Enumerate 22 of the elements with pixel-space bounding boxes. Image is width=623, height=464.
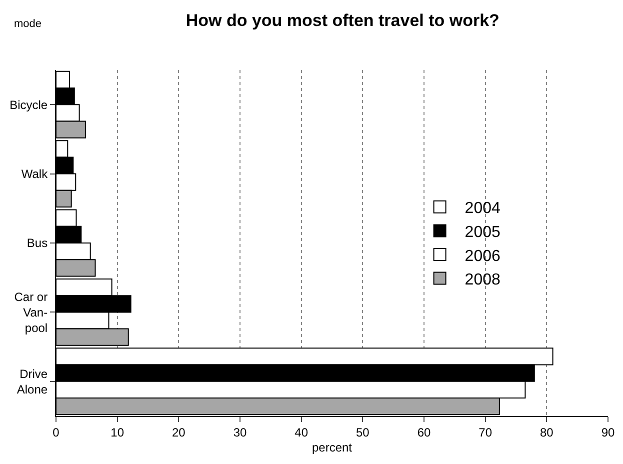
x-tick-label: 40 — [294, 425, 308, 440]
x-tick-label: 90 — [601, 425, 615, 440]
x-tick-label: 70 — [478, 425, 492, 440]
chart-title: How do you most often travel to work? — [186, 10, 500, 30]
y-tick-label: Bicycle — [10, 98, 48, 112]
y-tick-label: Bus — [26, 236, 48, 250]
x-tick-label: 0 — [52, 425, 60, 440]
legend-label: 2005 — [464, 224, 500, 241]
x-tick-label: 60 — [417, 425, 431, 440]
x-tick-label: 50 — [356, 425, 370, 440]
x-tick-label: 20 — [172, 425, 186, 440]
y-tick-label: Walk — [21, 167, 49, 181]
legend-label: 2008 — [464, 272, 500, 289]
y-tick-label: Drive Alone — [16, 366, 48, 396]
legend-label: 2004 — [464, 200, 500, 218]
y-axis-title: mode — [14, 18, 42, 30]
x-tick-label: 10 — [110, 425, 124, 440]
legend-label: 2006 — [464, 248, 500, 265]
y-tick-label: Car or Van-pool — [14, 290, 48, 335]
x-axis-title: percent — [312, 440, 353, 454]
x-tick-label: 30 — [233, 425, 247, 440]
x-tick-label: 80 — [540, 425, 554, 440]
